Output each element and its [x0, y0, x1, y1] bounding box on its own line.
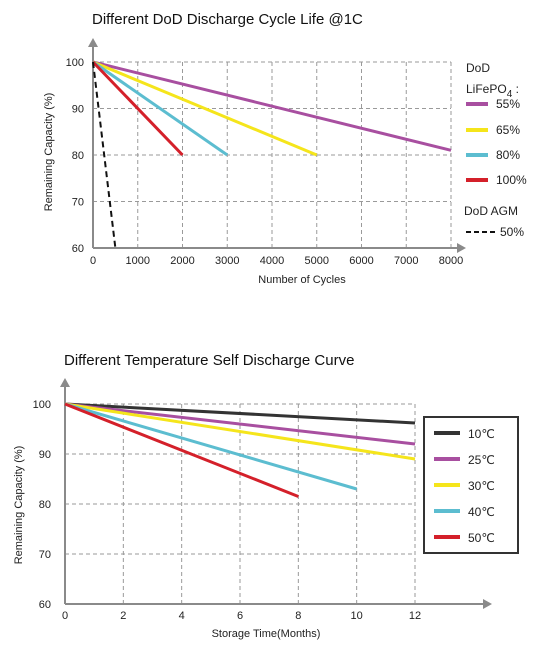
- series-line-2: [92, 60, 229, 157]
- x-tick-label: 12: [409, 610, 421, 622]
- series-line-0: [64, 402, 416, 425]
- x-axis-arrow-icon: [483, 599, 492, 609]
- x-tick-label: 4000: [260, 255, 284, 267]
- chart-self-discharge: Different Temperature Self Discharge Cur…: [13, 352, 519, 640]
- legend: DoD LiFePO4 : DoD AGM 55% 65% 80% 100% 50%: [464, 61, 527, 239]
- y-tick-label: 90: [72, 104, 84, 116]
- chart-cycle-life: Different DoD Discharge Cycle Life @1C 6…: [43, 11, 527, 286]
- x-tick-label: 0: [90, 255, 96, 267]
- legend-label: 10℃: [468, 427, 495, 441]
- grid: [65, 403, 416, 604]
- legend-label: 40℃: [468, 505, 495, 519]
- y-axis-arrow-icon: [60, 378, 70, 387]
- x-tick-label: 2000: [170, 255, 194, 267]
- y-tick-label: 70: [72, 197, 84, 209]
- series-line-2: [64, 402, 416, 461]
- x-axis-label: Number of Cycles: [258, 274, 346, 286]
- series-line-3: [64, 402, 358, 491]
- legend-label: 50%: [500, 225, 524, 239]
- grid: [93, 61, 452, 248]
- axes: [88, 38, 466, 253]
- y-tick-label: 80: [72, 150, 84, 162]
- x-tick-label: 3000: [215, 255, 239, 267]
- x-tick-label: 2: [120, 610, 126, 622]
- x-tick-label: 6: [237, 610, 243, 622]
- series-line-4: [92, 61, 117, 249]
- x-tick-label: 10: [351, 610, 363, 622]
- y-axis-label: Remaining Capacity (%): [13, 446, 25, 565]
- legend: 10℃ 25℃ 30℃ 40℃ 50℃: [434, 427, 495, 545]
- legend-label: 100%: [496, 173, 527, 187]
- y-axis-arrow-icon: [88, 38, 98, 47]
- y-tick-label: 60: [39, 599, 51, 611]
- tick-labels: 60 70 80 90 100 0 2 4 6 8 10 12: [33, 399, 421, 622]
- y-tick-label: 60: [72, 243, 84, 255]
- legend-title: DoD: [466, 61, 490, 75]
- legend-label: 30℃: [468, 479, 495, 493]
- y-tick-label: 80: [39, 499, 51, 511]
- legend-title-agm: DoD AGM: [464, 204, 518, 218]
- y-tick-label: 100: [66, 57, 84, 69]
- series-line-1: [92, 60, 318, 157]
- x-tick-label: 1000: [126, 255, 150, 267]
- x-axis-label: Storage Time(Months): [212, 628, 321, 640]
- series-line-4: [64, 402, 299, 498]
- legend-label: 65%: [496, 123, 520, 137]
- chart-title: Different DoD Discharge Cycle Life @1C: [92, 11, 363, 28]
- x-tick-label: 6000: [349, 255, 373, 267]
- x-tick-label: 4: [179, 610, 185, 622]
- x-tick-label: 5000: [305, 255, 329, 267]
- y-tick-label: 100: [33, 399, 51, 411]
- chart-title: Different Temperature Self Discharge Cur…: [64, 352, 354, 369]
- legend-label: 25℃: [468, 453, 495, 467]
- x-axis-arrow-icon: [457, 243, 466, 253]
- x-tick-label: 0: [62, 610, 68, 622]
- legend-label: 50℃: [468, 531, 495, 545]
- x-tick-label: 8: [295, 610, 301, 622]
- x-tick-label: 7000: [394, 255, 418, 267]
- legend-label: 80%: [496, 148, 520, 162]
- series-line-1: [64, 402, 416, 446]
- x-tick-label: 8000: [439, 255, 463, 267]
- series-group: [91, 60, 452, 249]
- legend-label: 55%: [496, 97, 520, 111]
- y-tick-label: 70: [39, 549, 51, 561]
- series-group: [64, 402, 416, 498]
- series-line-0: [92, 60, 452, 152]
- y-tick-label: 90: [39, 449, 51, 461]
- series-line-3: [91, 60, 184, 157]
- legend-subtitle: LiFePO4 :: [466, 82, 519, 100]
- axes: [60, 378, 492, 609]
- y-axis-label: Remaining Capacity (%): [43, 93, 55, 212]
